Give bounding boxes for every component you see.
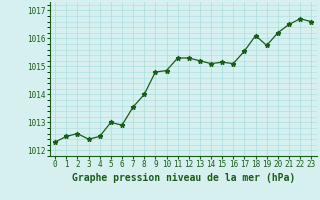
X-axis label: Graphe pression niveau de la mer (hPa): Graphe pression niveau de la mer (hPa) bbox=[72, 173, 295, 183]
